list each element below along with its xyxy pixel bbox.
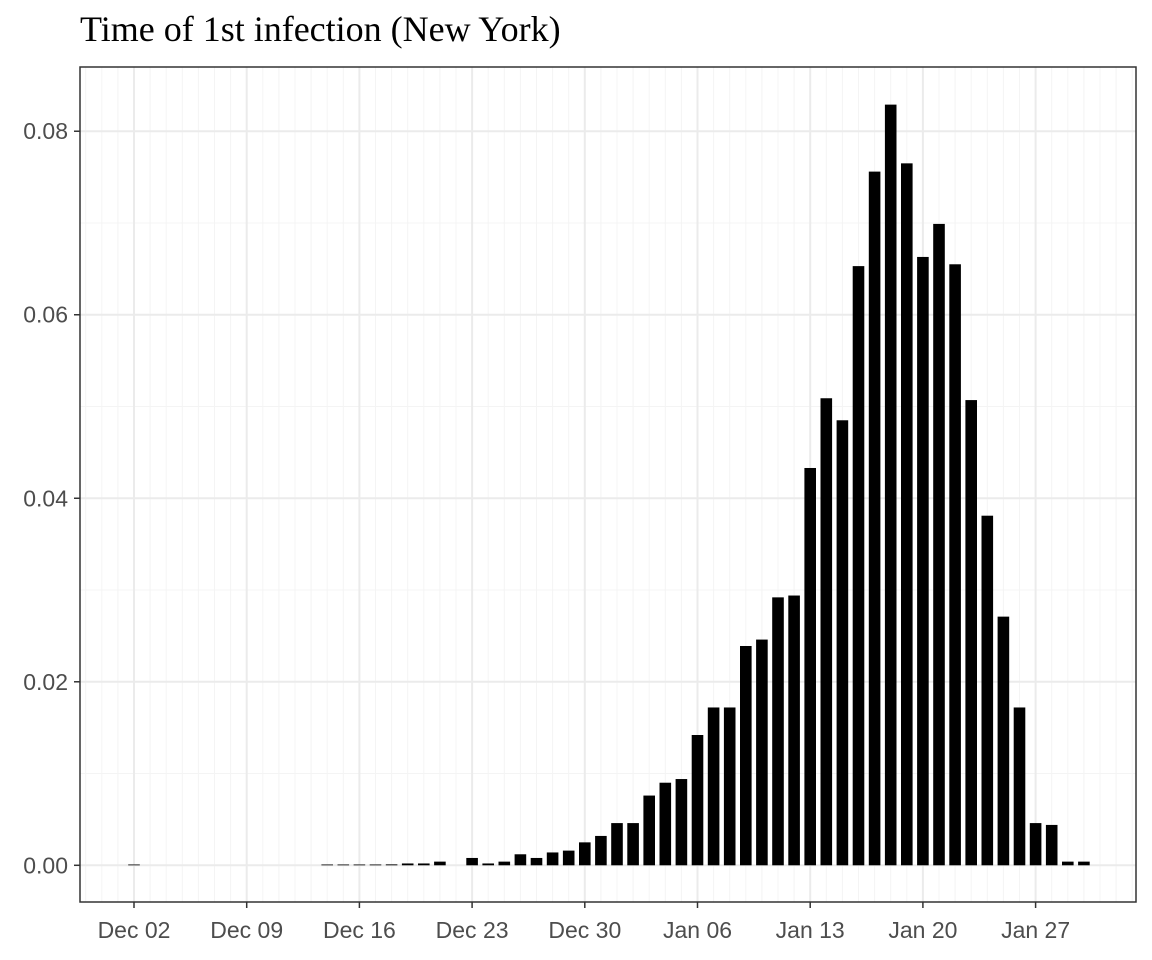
bars	[128, 104, 1090, 866]
bar	[675, 779, 688, 866]
bar	[369, 864, 382, 866]
x-tick-label: Jan 06	[663, 917, 732, 943]
x-tick-label: Jan 27	[1001, 917, 1070, 943]
bar	[756, 639, 768, 866]
x-axis: Dec 02 Dec 09 Dec 16 Dec 23 Dec 30 Jan 06 Jan …	[98, 902, 1070, 943]
bar	[498, 861, 511, 866]
bar	[836, 420, 849, 866]
bar	[659, 782, 672, 866]
x-tick-label: Dec 23	[436, 917, 509, 943]
bar	[707, 707, 720, 866]
bar	[868, 171, 881, 866]
bar	[611, 823, 623, 866]
bar	[901, 163, 913, 866]
bar	[788, 595, 800, 866]
bar	[852, 266, 865, 866]
bar	[530, 857, 543, 866]
bar	[514, 854, 527, 866]
chart-title: Time of 1st infection (New York)	[80, 9, 561, 49]
bar	[643, 795, 655, 866]
bar	[546, 852, 559, 866]
bar	[965, 400, 977, 866]
x-tick-label: Jan 13	[776, 917, 845, 943]
bar	[482, 863, 494, 866]
y-tick-label: 0.08	[23, 118, 68, 144]
y-tick-label: 0.02	[23, 669, 68, 695]
bar	[723, 707, 736, 866]
bar	[321, 864, 333, 866]
bar	[1078, 861, 1090, 866]
y-tick-label: 0.00	[23, 852, 68, 878]
bar	[772, 597, 784, 866]
bar	[884, 104, 897, 866]
bar	[1013, 707, 1026, 866]
bar	[917, 256, 929, 866]
bar	[627, 823, 639, 866]
bar	[401, 863, 414, 866]
y-tick-label: 0.04	[23, 485, 68, 511]
bar	[128, 864, 140, 866]
bar	[804, 467, 816, 866]
bar	[385, 864, 398, 866]
bar	[1029, 823, 1042, 866]
x-tick-label: Dec 09	[210, 917, 283, 943]
y-axis: 0.00 0.02 0.04 0.06 0.08	[23, 118, 80, 878]
bar	[949, 264, 961, 866]
plot-border	[79, 66, 1137, 903]
bar	[434, 861, 446, 866]
bar	[337, 864, 350, 866]
x-tick-label: Dec 02	[98, 917, 171, 943]
plot-background	[80, 67, 1136, 902]
y-tick-label: 0.06	[23, 302, 68, 328]
bar	[418, 863, 430, 866]
bar	[579, 842, 591, 866]
x-tick-label: Dec 30	[548, 917, 621, 943]
bar	[1045, 824, 1058, 866]
x-tick-label: Jan 20	[888, 917, 957, 943]
bar	[981, 515, 994, 866]
bar	[1062, 861, 1074, 866]
x-tick-label: Dec 16	[323, 917, 396, 943]
bar	[820, 398, 833, 866]
bar	[691, 735, 704, 866]
bar	[997, 616, 1010, 866]
bar	[595, 835, 607, 866]
bar	[353, 864, 366, 866]
bar	[562, 850, 575, 866]
bar	[466, 857, 478, 866]
bar	[740, 645, 752, 866]
bar	[933, 223, 945, 866]
